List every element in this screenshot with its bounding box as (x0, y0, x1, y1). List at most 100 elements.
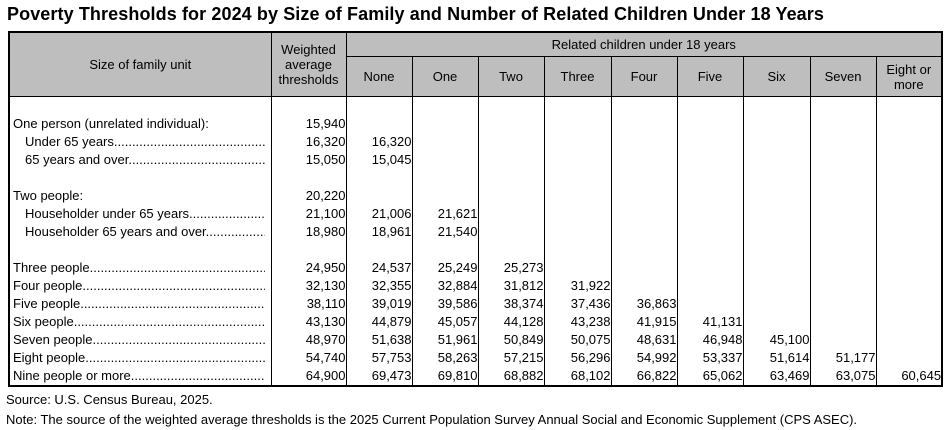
row-label-cell: Four people.............................… (8, 277, 272, 295)
child-value-cell: 44,879 (345, 313, 413, 331)
child-value-cell: 51,614 (742, 349, 811, 367)
child-value-cell (610, 205, 678, 223)
row-label-cell: Three people............................… (8, 259, 272, 277)
child-value-cell (809, 96, 877, 115)
child-value-cell: 54,992 (610, 349, 678, 367)
row-label-cell: Under 65 years..........................… (8, 133, 272, 151)
child-value-cell (543, 115, 612, 133)
child-value-cell: 53,337 (676, 349, 744, 367)
weighted-value-cell: 18,980 (270, 223, 347, 241)
child-value-cell: 43,238 (543, 313, 612, 331)
child-value-cell (543, 241, 612, 259)
table-footer: Source: U.S. Census Bureau, 2025. Note: … (6, 390, 949, 430)
table-row: Nine people or more.....................… (8, 367, 943, 386)
child-value-cell (610, 223, 678, 241)
weighted-value-cell: 32,130 (270, 277, 347, 295)
child-value-cell: 51,961 (411, 331, 479, 349)
child-value-cell (610, 277, 678, 295)
child-value-cell (543, 205, 612, 223)
note-line: Note: The source of the weighted average… (6, 412, 858, 427)
child-value-cell: 32,355 (345, 277, 413, 295)
table-row: Six people..............................… (8, 313, 943, 331)
child-value-cell (543, 169, 612, 187)
child-value-cell (477, 115, 545, 133)
weighted-header-cell: Weighted average thresholds (270, 31, 347, 97)
child-value-cell: 57,753 (345, 349, 413, 367)
child-value-cell: 45,100 (742, 331, 811, 349)
child-value-cell: 31,812 (477, 277, 545, 295)
child-value-cell (875, 331, 943, 349)
child-value-cell (610, 115, 678, 133)
header-row-sub: None One Two Three Four Five Six Seven E… (9, 56, 943, 97)
child-value-cell (875, 187, 943, 205)
table-row: Four people.............................… (8, 277, 943, 295)
child-value-cell (477, 151, 545, 169)
child-value-cell: 69,473 (345, 367, 413, 386)
row-label-cell: Householder under 65 years..............… (8, 205, 272, 223)
child-value-cell (411, 169, 479, 187)
child-value-cell (345, 241, 413, 259)
weighted-value-cell: 48,970 (270, 331, 347, 349)
weighted-value-cell: 21,100 (270, 205, 347, 223)
child-value-cell (676, 223, 744, 241)
child-value-cell (809, 205, 877, 223)
child-value-cell (676, 115, 744, 133)
child-value-cell (742, 313, 811, 331)
row-label-cell: Six people..............................… (8, 313, 272, 331)
child-value-cell (875, 115, 943, 133)
child-value-cell (742, 187, 811, 205)
child-value-cell (676, 259, 744, 277)
child-value-cell (676, 295, 744, 313)
child-value-cell (809, 133, 877, 151)
child-value-cell (676, 277, 744, 295)
child-value-cell (875, 151, 943, 169)
child-value-cell (742, 205, 811, 223)
child-value-cell (809, 151, 877, 169)
child-value-cell (477, 187, 545, 205)
child-value-cell (875, 349, 943, 367)
child-value-cell (676, 151, 744, 169)
child-value-cell: 58,263 (411, 349, 479, 367)
child-value-cell (676, 187, 744, 205)
child-value-cell (411, 115, 479, 133)
child-value-cell (411, 241, 479, 259)
poverty-thresholds-table: Size of family unit Weighted average thr… (8, 31, 944, 387)
child-value-cell (543, 133, 612, 151)
child-value-cell: 50,849 (477, 331, 545, 349)
child-value-cell: 68,102 (543, 367, 612, 386)
child-value-cell (742, 259, 811, 277)
child-value-cell (477, 241, 545, 259)
child-value-cell (477, 169, 545, 187)
row-label-cell: Five people.............................… (8, 295, 272, 313)
child-value-cell (875, 205, 943, 223)
child-value-cell (742, 115, 811, 133)
child-value-cell (477, 205, 545, 223)
child-value-cell (610, 151, 678, 169)
weighted-value-cell: 16,320 (270, 133, 347, 151)
row-label-cell: Nine people or more.....................… (8, 367, 272, 386)
child-value-cell (875, 169, 943, 187)
child-value-cell: 50,075 (543, 331, 612, 349)
child-value-cell (742, 277, 811, 295)
page-title: Poverty Thresholds for 2024 by Size of F… (7, 4, 825, 24)
child-value-cell: 44,128 (477, 313, 545, 331)
child-value-cell: 18,961 (345, 223, 413, 241)
child-value-cell: 51,638 (345, 331, 413, 349)
child-value-cell (875, 313, 943, 331)
child-value-cell (610, 241, 678, 259)
child-value-cell (411, 96, 479, 115)
child-value-cell (610, 133, 678, 151)
child-value-cell: 41,915 (610, 313, 678, 331)
children-span-header: Related children under 18 years (345, 31, 943, 57)
child-value-cell (809, 259, 877, 277)
child-value-cell (809, 331, 877, 349)
child-value-cell (875, 295, 943, 313)
weighted-value-cell (270, 241, 347, 259)
corner-header-cell: Size of family unit (8, 31, 272, 97)
child-value-cell (875, 259, 943, 277)
child-column-header-two: Two (477, 56, 545, 97)
row-label-cell: Seven people............................… (8, 331, 272, 349)
weighted-value-cell (270, 96, 347, 115)
child-value-cell: 36,863 (610, 295, 678, 313)
child-value-cell (610, 187, 678, 205)
